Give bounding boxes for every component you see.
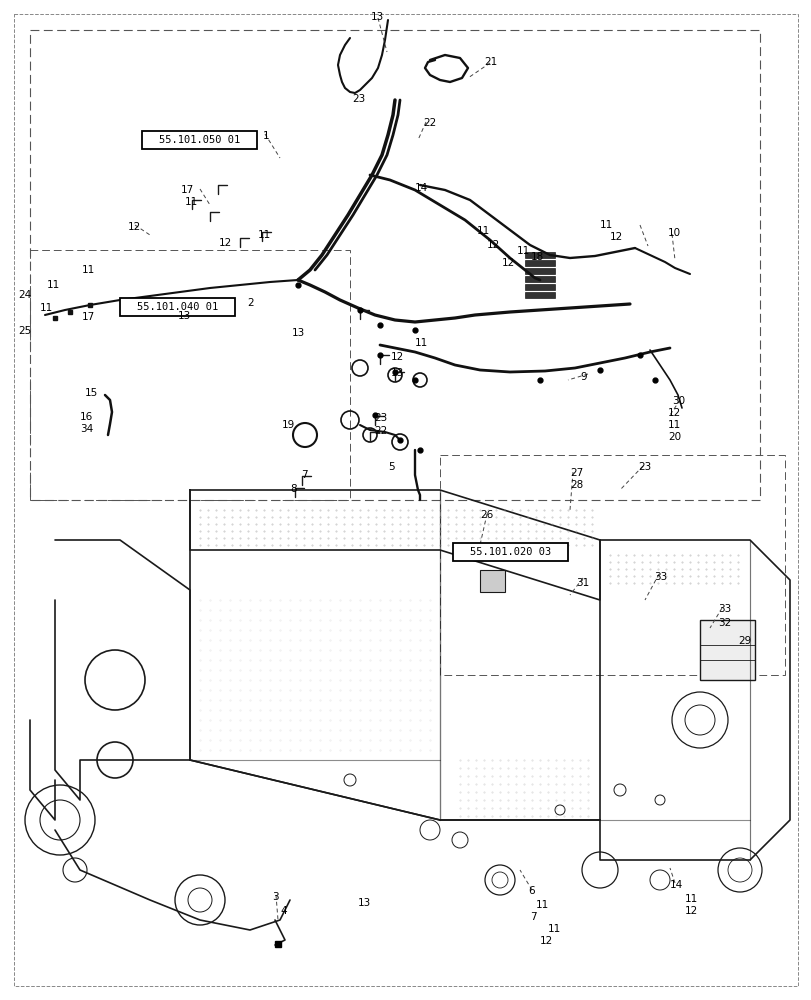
Text: 20: 20 <box>667 432 680 442</box>
Text: 55.101.020 03: 55.101.020 03 <box>470 547 551 557</box>
Bar <box>30 30 759 500</box>
Text: 18: 18 <box>530 252 543 262</box>
Text: 11: 11 <box>185 197 198 207</box>
Text: 12: 12 <box>487 240 500 250</box>
Text: 12: 12 <box>684 906 697 916</box>
Bar <box>479 570 504 592</box>
Text: 2: 2 <box>247 298 253 308</box>
Text: 12: 12 <box>219 238 232 248</box>
Text: 22: 22 <box>374 426 387 436</box>
Text: 12: 12 <box>391 352 404 362</box>
Text: 13: 13 <box>178 311 191 321</box>
Text: 11: 11 <box>476 226 490 236</box>
Text: 30: 30 <box>672 396 684 406</box>
Bar <box>699 620 754 680</box>
Bar <box>142 131 257 149</box>
Text: 11: 11 <box>82 265 95 275</box>
Text: 23: 23 <box>374 413 387 423</box>
Text: 8: 8 <box>290 484 296 494</box>
Text: 55.101.050 01: 55.101.050 01 <box>159 135 240 145</box>
Text: 55.101.040 01: 55.101.040 01 <box>137 302 218 312</box>
Text: 3: 3 <box>272 892 278 902</box>
Text: 31: 31 <box>575 578 589 588</box>
Text: 11: 11 <box>47 280 60 290</box>
Text: 7: 7 <box>301 470 307 480</box>
Text: 11: 11 <box>547 924 560 934</box>
Text: 23: 23 <box>351 94 365 104</box>
Text: 11: 11 <box>258 230 271 240</box>
Text: 6: 6 <box>527 886 534 896</box>
Text: 12: 12 <box>539 936 552 946</box>
Text: 32: 32 <box>717 618 731 628</box>
Text: 33: 33 <box>717 604 731 614</box>
Text: 11: 11 <box>517 246 530 256</box>
Bar <box>525 260 554 266</box>
Text: 13: 13 <box>371 12 384 22</box>
Text: 28: 28 <box>569 480 582 490</box>
Bar <box>525 284 554 290</box>
Text: 7: 7 <box>530 912 536 922</box>
Text: 11: 11 <box>684 894 697 904</box>
Text: 11: 11 <box>40 303 54 313</box>
Text: 1: 1 <box>263 131 269 141</box>
Text: 15: 15 <box>85 388 98 398</box>
Bar <box>440 455 784 675</box>
Text: 19: 19 <box>281 420 295 430</box>
Text: 12: 12 <box>128 222 141 232</box>
Bar <box>525 292 554 298</box>
Text: 17: 17 <box>181 185 194 195</box>
Text: 13: 13 <box>391 368 404 378</box>
Text: 22: 22 <box>423 118 436 128</box>
Text: 29: 29 <box>737 636 750 646</box>
Text: 16: 16 <box>80 412 93 422</box>
Text: 11: 11 <box>535 900 548 910</box>
Text: 14: 14 <box>669 880 682 890</box>
Text: 14: 14 <box>414 183 427 193</box>
Text: 26: 26 <box>479 510 492 520</box>
Text: 24: 24 <box>18 290 31 300</box>
Text: 27: 27 <box>569 468 582 478</box>
Text: 11: 11 <box>599 220 612 230</box>
Text: 9: 9 <box>579 372 586 382</box>
Bar <box>453 543 568 561</box>
Text: 17: 17 <box>82 312 95 322</box>
Text: 25: 25 <box>18 326 31 336</box>
Bar <box>120 298 234 316</box>
Bar <box>30 250 350 500</box>
Text: 4: 4 <box>280 906 286 916</box>
Text: 13: 13 <box>358 898 371 908</box>
Text: 12: 12 <box>609 232 623 242</box>
Text: 33: 33 <box>653 572 667 582</box>
Text: 10: 10 <box>667 228 680 238</box>
Text: 21: 21 <box>483 57 496 67</box>
Bar <box>525 252 554 258</box>
Bar <box>525 276 554 282</box>
Text: 11: 11 <box>414 338 427 348</box>
Text: 13: 13 <box>292 328 305 338</box>
Text: 12: 12 <box>501 258 515 268</box>
Bar <box>525 268 554 274</box>
Text: 23: 23 <box>637 462 650 472</box>
Text: 12: 12 <box>667 408 680 418</box>
Text: 5: 5 <box>388 462 394 472</box>
Text: 11: 11 <box>667 420 680 430</box>
Text: 34: 34 <box>80 424 93 434</box>
